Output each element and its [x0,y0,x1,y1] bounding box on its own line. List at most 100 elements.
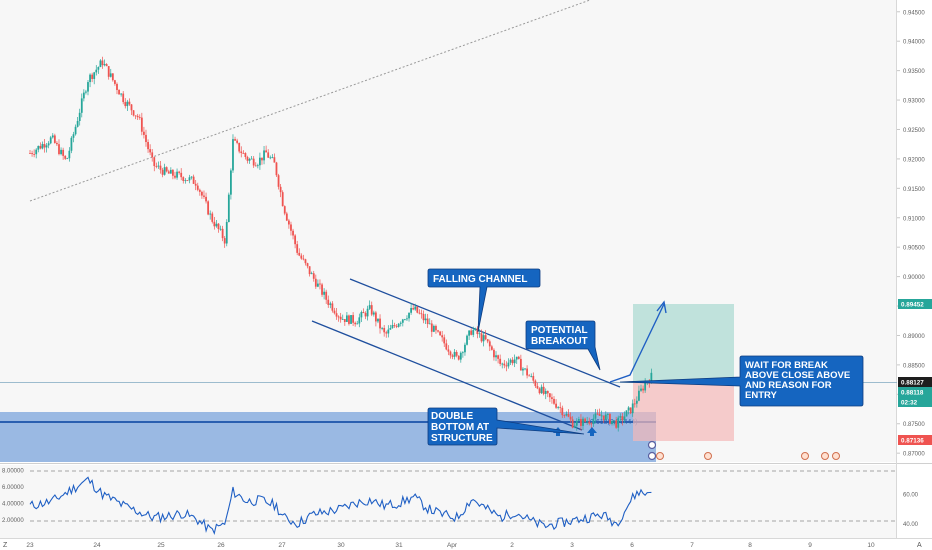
candle-body [515,356,518,360]
candle-body [383,327,386,333]
candle-body [571,419,574,428]
candle-body [269,157,272,159]
auto-scale-toggle[interactable]: A [917,542,922,549]
candle-body [138,117,141,118]
candle-body [89,74,91,83]
candle-body [97,67,100,70]
event-markers[interactable] [647,440,840,461]
candle-body [530,376,533,377]
channel-upper-line[interactable] [349,278,621,388]
candle-body [650,372,653,384]
candle-body [372,312,375,315]
annotation-potential-breakout[interactable]: POTENTIAL BREAKOUT [525,320,601,371]
candle-body [343,319,346,322]
candle-body [49,137,52,144]
event-icon [801,452,809,460]
candle-body [163,167,166,175]
candle-body [80,98,83,113]
timezone-label[interactable]: Z [3,542,8,549]
candle-body [76,120,79,127]
candle-body [101,60,104,66]
candle-body [598,413,601,416]
rsi-line[interactable] [29,476,652,536]
dashed-trendline[interactable] [29,0,591,202]
candle-body [165,167,168,172]
candle-body [283,206,286,214]
rsi-tick-label: 60.00 [903,493,919,499]
candle-body [128,101,131,105]
candle-body [248,158,251,161]
candle-body [638,390,640,401]
annotation-text: ENTRY [745,390,778,401]
price-tick-label: 0.93500 [903,69,925,75]
candle-body [132,110,135,116]
candle-body [350,315,352,324]
candle-body [99,60,102,68]
candle-body [615,420,618,428]
candle-body [410,307,412,313]
price-tick-label: 0.87000 [903,452,925,458]
candle-body [588,421,591,424]
candle-body [118,89,120,95]
annotation-wait-break[interactable]: WAIT FOR BREAK ABOVE CLOSE ABOVE AND REA… [619,355,864,407]
candle-body [548,393,551,398]
candle-body [563,415,566,416]
price-tick-label: 0.91500 [903,187,925,193]
candle-body [526,368,528,376]
candle-body [41,144,44,149]
annotation-double-bottom[interactable]: DOUBLE BOTTOM AT STRUCTURE [427,407,585,446]
candle-body [505,365,508,367]
candle-body [532,376,535,381]
annotation-falling-channel[interactable]: FALLING CHANNEL [427,268,541,333]
candle-body [594,413,597,419]
candle-body [609,414,611,424]
candle-body [327,299,330,305]
candle-body [180,172,183,178]
candle-body [519,358,522,371]
price-badge-label: 0.87136 [901,438,924,445]
candle-body [381,327,384,329]
candle-body [565,414,568,416]
projection-path[interactable] [609,303,665,383]
candle-body [95,69,98,73]
candle-body [451,355,454,357]
candle-body [254,165,257,167]
candle-body [339,316,342,320]
candle-body [261,157,263,161]
candle-body [414,306,417,310]
price-badge-label: 0.88127 [901,380,924,387]
candle-body [426,318,429,325]
candle-body [91,74,94,79]
support-zone[interactable] [0,412,656,462]
candle-body [482,335,485,342]
channel-lower-line[interactable] [311,320,583,431]
candle-body [236,140,239,143]
candle-body [644,382,647,391]
candle-body [366,308,369,317]
candle-body [345,315,348,322]
time-axis[interactable]: 23 24 25 26 27 30 31 Apr 2 3 6 7 8 9 10 [26,542,875,549]
candle-body [314,278,317,287]
target-zone[interactable] [633,304,734,382]
left-scale-label: 6.00000 [2,485,24,491]
candle-body [103,64,106,66]
candle-body [623,416,626,421]
price-axis[interactable]: 0.94500 0.94000 0.93500 0.93000 0.92500 0.920… [897,10,925,458]
rsi-pane[interactable] [0,465,897,538]
candle-body [403,319,406,321]
stop-zone[interactable] [633,382,734,441]
candle-body [306,263,309,267]
candle-body [29,153,31,154]
candle-body [430,323,433,332]
candle-body [580,419,582,426]
candle-body [439,331,441,336]
time-tick-label: 30 [337,542,345,549]
candle-body [161,169,164,175]
candle-body [331,303,334,311]
candle-body [354,322,357,325]
time-tick-label: 8 [748,542,752,549]
time-tick-label: 9 [808,542,812,549]
left-scale-label: 8.00000 [2,469,24,475]
candle-body [569,416,572,420]
candle-body [277,175,280,187]
